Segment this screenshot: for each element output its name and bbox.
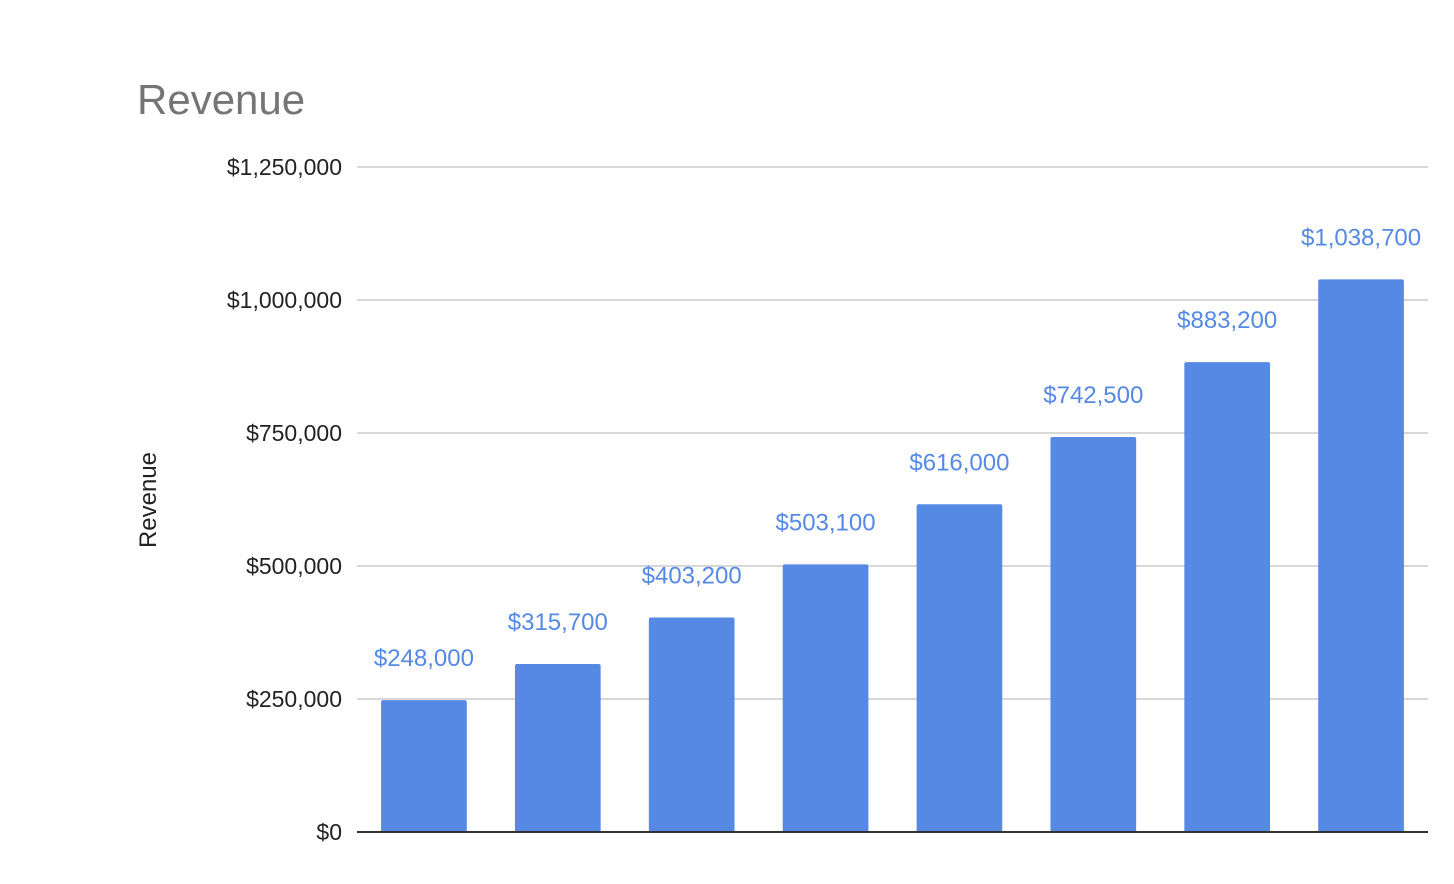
bar: [1184, 362, 1271, 832]
y-tick-label: $750,000: [246, 420, 342, 446]
bar-data-label: $616,000: [909, 449, 1009, 476]
bar: [916, 504, 1003, 832]
bar: [381, 700, 467, 832]
bar-data-label: $1,038,700: [1301, 224, 1421, 251]
bar: [782, 564, 869, 832]
bar-data-label: $403,200: [642, 562, 742, 589]
y-axis-ticks: $0 $250,000 $500,000 $750,000 $1,000,000 $1,2…: [227, 154, 342, 845]
bar-data-label: $248,000: [374, 645, 474, 672]
y-tick-label: $250,000: [246, 686, 342, 712]
bar: [1318, 279, 1404, 832]
chart-title: Revenue: [137, 76, 306, 123]
bar-data-label: $503,100: [776, 509, 876, 536]
bar: [514, 664, 601, 832]
bar-data-label: $315,700: [508, 609, 608, 636]
y-tick-label: $0: [316, 819, 342, 845]
y-tick-label: $1,250,000: [227, 154, 342, 180]
data-labels: $248,000 $315,700 $403,200 $503,100 $616,000…: [374, 224, 1421, 672]
y-tick-label: $500,000: [246, 553, 342, 579]
bar-data-label: $742,500: [1043, 382, 1143, 409]
y-tick-label: $1,000,000: [227, 287, 342, 313]
bar: [648, 617, 735, 832]
bar-data-label: $883,200: [1177, 307, 1277, 334]
bars: [381, 279, 1404, 832]
bar: [1050, 436, 1137, 832]
